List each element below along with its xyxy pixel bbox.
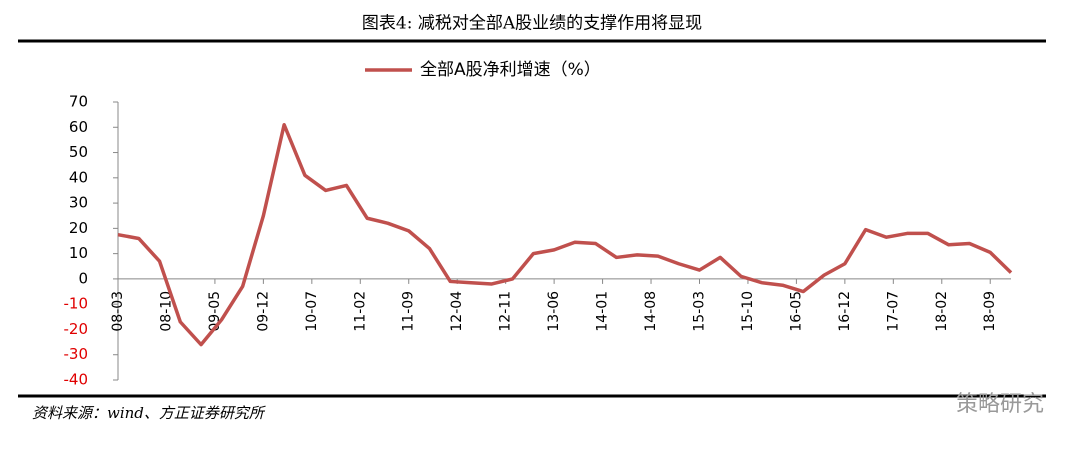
y-tick-label: -40 xyxy=(64,371,89,389)
x-tick-label: 14-08 xyxy=(643,291,659,332)
x-tick-label: 17-07 xyxy=(885,291,901,332)
source: 资料来源：wind、方正证券研究所 xyxy=(32,404,266,422)
x-tick-label: 15-10 xyxy=(740,291,756,332)
y-tick-label: 20 xyxy=(69,219,88,237)
y-tick-label: -10 xyxy=(64,295,89,313)
x-tick-label: 09-12 xyxy=(255,291,271,332)
x-tick-label: 13-06 xyxy=(546,291,562,332)
x-tick-label: 16-05 xyxy=(788,291,804,332)
y-tick-label: 40 xyxy=(69,168,88,186)
x-tick-label: 11-09 xyxy=(401,291,417,332)
watermark: 策略研究 xyxy=(956,392,1044,417)
x-tick-label: 14-01 xyxy=(595,291,611,332)
x-tick-label: 16-12 xyxy=(837,291,853,332)
y-tick-label: 60 xyxy=(69,118,88,136)
x-tick-label: 08-03 xyxy=(110,291,126,332)
chart-title: 图表4: 减税对全部A股业绩的支撑作用将显现 xyxy=(362,14,702,34)
x-tick-label: 18-09 xyxy=(982,291,998,332)
y-tick-label: -20 xyxy=(64,320,89,338)
series-line xyxy=(117,122,1013,347)
x-tick-label: 12-11 xyxy=(498,291,514,332)
x-tick-label: 18-02 xyxy=(934,291,950,332)
y-tick-label: 0 xyxy=(78,269,88,287)
legend-label: 全部A股净利增速（%） xyxy=(420,60,601,80)
x-tick-label: 08-10 xyxy=(158,291,174,332)
x-tick-label: 12-04 xyxy=(449,291,465,332)
x-tick-label: 15-03 xyxy=(691,291,707,332)
y-tick-label: 70 xyxy=(69,93,88,111)
y-tick-label: 50 xyxy=(69,143,88,161)
y-tick-label: -30 xyxy=(64,345,89,363)
x-tick-label: 11-02 xyxy=(352,291,368,332)
y-tick-label: 10 xyxy=(69,244,88,262)
y-tick-label: 30 xyxy=(69,194,88,212)
x-tick-label: 10-07 xyxy=(304,291,320,332)
